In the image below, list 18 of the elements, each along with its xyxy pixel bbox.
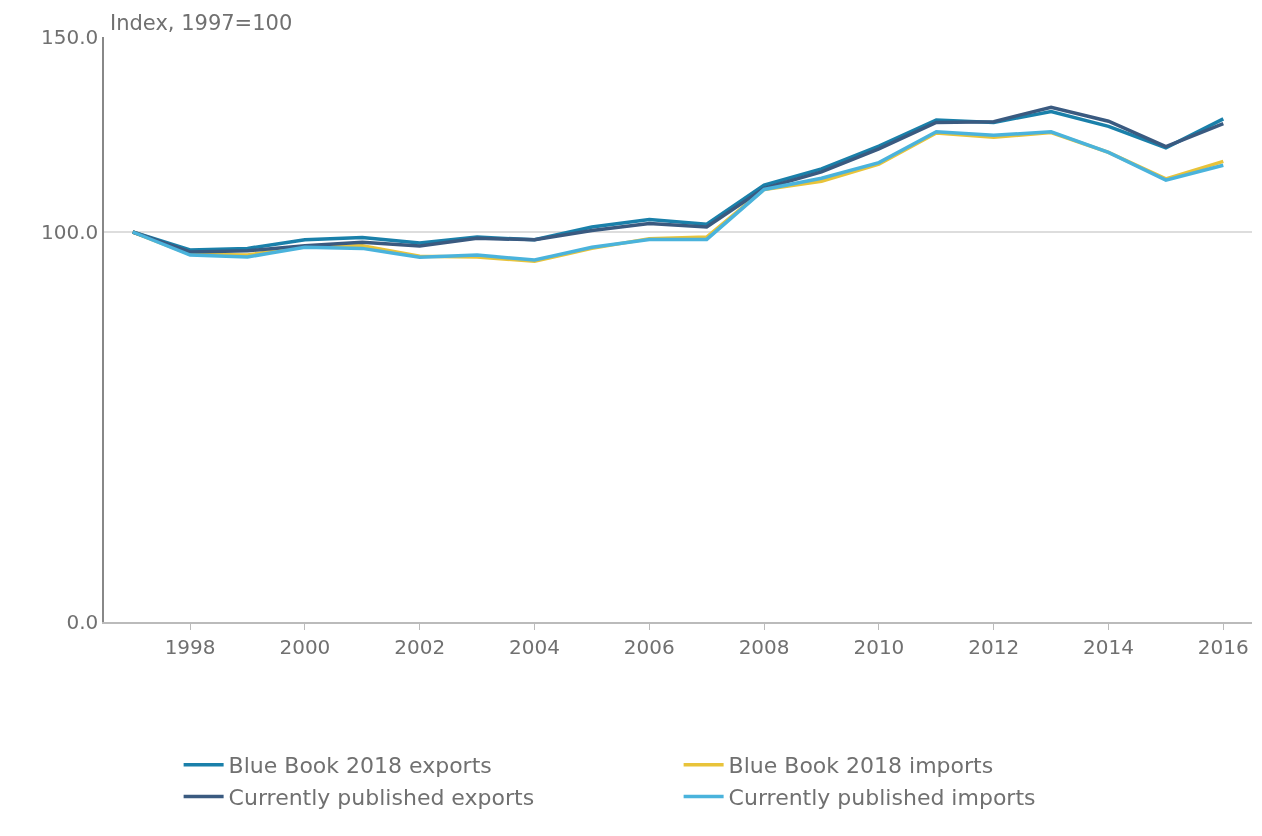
x-tick-label: 2016: [1197, 634, 1249, 659]
x-tick-label: 2012: [968, 634, 1020, 659]
x-tick-label: 2006: [623, 634, 675, 659]
x-tick-label: 1998: [164, 634, 216, 659]
x-tick-label: 2004: [509, 634, 560, 659]
x-tick-label: 2002: [394, 634, 446, 659]
x-tick-label: 2014: [1083, 634, 1134, 659]
y-tick-label: 100.0: [40, 220, 99, 244]
y-axis-title: Index, 1997=100: [110, 11, 293, 35]
y-tick-label: 150.0: [40, 25, 99, 49]
legend-label: Blue Book 2018 exports: [228, 753, 492, 779]
x-tick-label: 2008: [738, 634, 790, 659]
legend-label: Currently published imports: [728, 785, 1036, 811]
x-tick-label: 2000: [279, 634, 331, 659]
legend-label: Blue Book 2018 imports: [728, 753, 994, 779]
legend-label: Currently published exports: [228, 785, 535, 811]
y-tick-label: 0.0: [66, 610, 99, 634]
x-tick-label: 2010: [853, 634, 905, 659]
